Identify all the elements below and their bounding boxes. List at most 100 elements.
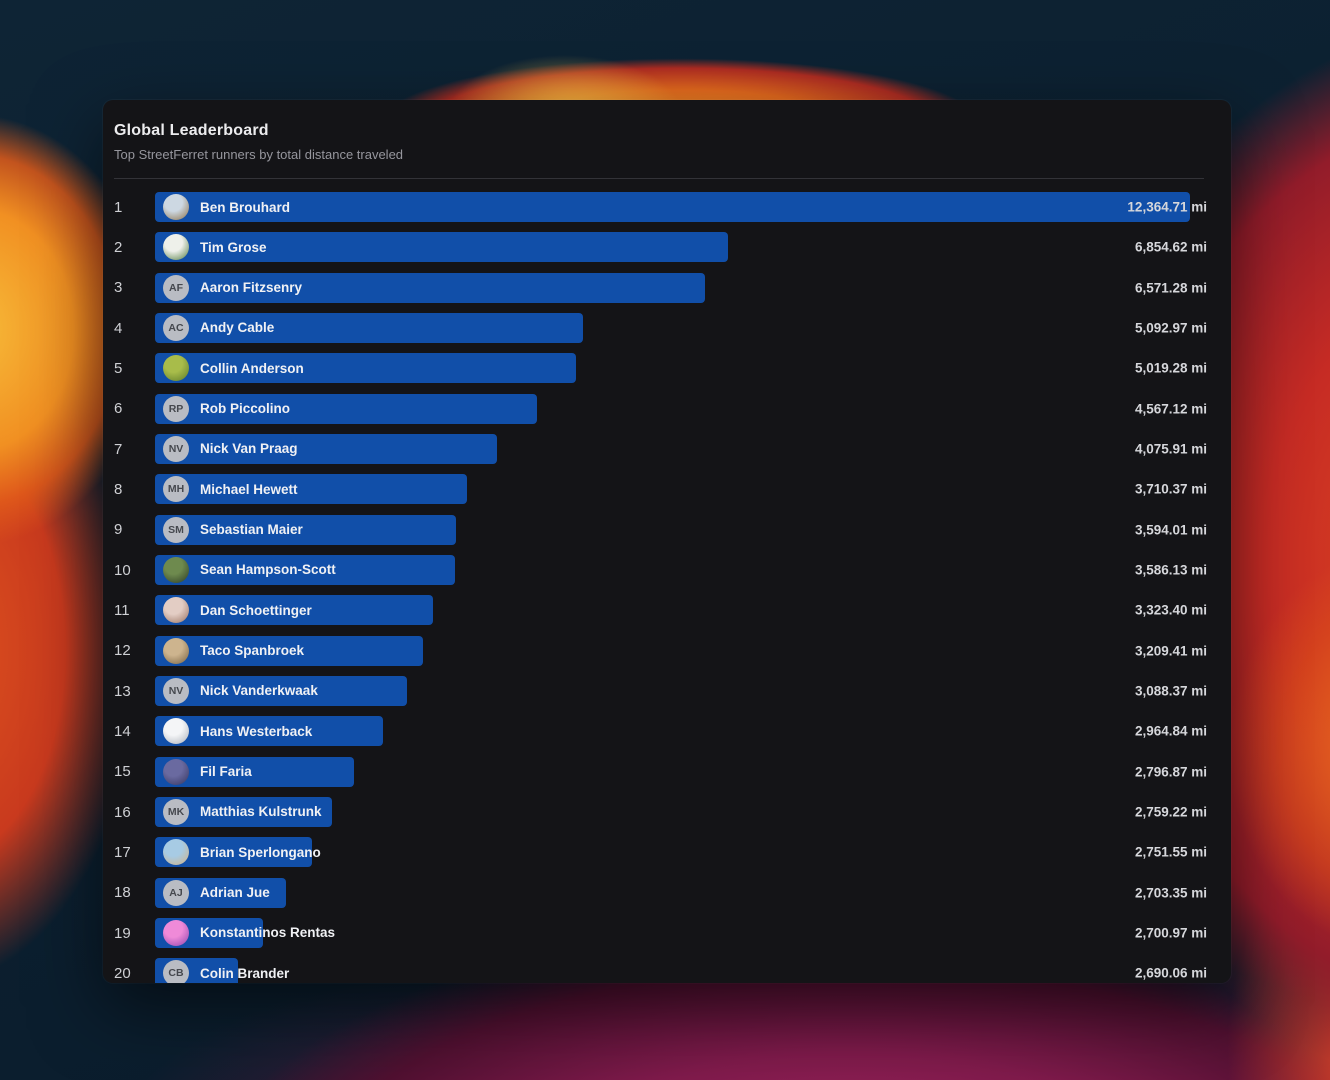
distance-bar[interactable]: Konstantinos Rentas	[155, 917, 335, 948]
distance-bar[interactable]: Brian Sperlongano	[155, 837, 321, 868]
runner-avatar-icon: NV	[163, 435, 189, 462]
rank-label: 17	[114, 843, 131, 861]
rank-label: 10	[114, 561, 131, 579]
rank-label: 19	[114, 924, 131, 942]
distance-bar[interactable]: RP Rob Piccolino	[155, 393, 537, 424]
rank-label: 20	[114, 964, 131, 982]
distance-bar[interactable]: MH Michael Hewett	[155, 474, 467, 505]
distance-bar[interactable]: SM Sebastian Maier	[155, 514, 456, 545]
runner-name: Aaron Fitzsenry	[200, 280, 303, 296]
runner-name: Nick Vanderkwaak	[200, 683, 318, 699]
distance-bar[interactable]: AF Aaron Fitzsenry	[155, 272, 705, 303]
rank-label: 15	[114, 763, 131, 781]
runner-avatar-icon: MK	[163, 798, 189, 825]
rank-label: 4	[114, 319, 123, 337]
distance-bar[interactable]: Fil Faria	[155, 756, 354, 787]
runner-avatar-icon	[163, 637, 189, 664]
distance-bar[interactable]: NV Nick Vanderkwaak	[155, 675, 407, 706]
leaderboard-list: 1 Ben Brouhard 12,364.71 mi 2 Tim Grose …	[103, 179, 1231, 983]
rank-label: 3	[114, 279, 123, 297]
rank-label: 5	[114, 359, 123, 377]
rank-label: 18	[114, 884, 131, 902]
distance-value: 5,019.28 mi	[1134, 360, 1207, 376]
distance-value: 12,364.71 mi	[1127, 199, 1207, 215]
runner-name: Matthias Kulstrunk	[200, 804, 322, 820]
runner-avatar-icon: NV	[163, 677, 189, 704]
distance-bar[interactable]: Hans Westerback	[155, 716, 383, 747]
runner-avatar-icon	[163, 718, 189, 745]
runner-name: Dan Schoettinger	[200, 602, 312, 618]
leaderboard-row: 7 NV Nick Van Praag 4,075.91 mi	[103, 429, 1231, 469]
runner-avatar-icon: CB	[163, 960, 189, 983]
runner-avatar-icon	[163, 194, 189, 220]
distance-value: 3,594.01 mi	[1134, 522, 1207, 538]
rank-label: 11	[114, 601, 130, 619]
distance-value: 2,690.06 mi	[1134, 965, 1207, 981]
runner-avatar-icon	[163, 597, 189, 624]
distance-bar[interactable]: AJ Adrian Jue	[155, 877, 286, 908]
distance-bar[interactable]: Taco Spanbroek	[155, 635, 423, 666]
distance-value: 2,796.87 mi	[1134, 764, 1207, 780]
leaderboard-row: 20 CB Colin Brander 2,690.06 mi	[103, 953, 1231, 983]
distance-value: 4,567.12 mi	[1134, 401, 1207, 417]
distance-value: 2,700.97 mi	[1134, 925, 1207, 941]
leaderboard-row: 9 SM Sebastian Maier 3,594.01 mi	[103, 510, 1231, 550]
runner-avatar-icon: SM	[163, 516, 189, 543]
distance-value: 2,703.35 mi	[1134, 885, 1207, 901]
runner-name: Andy Cable	[200, 320, 275, 336]
rank-label: 14	[114, 722, 131, 740]
distance-bar[interactable]: NV Nick Van Praag	[155, 433, 497, 464]
distance-bar[interactable]: Dan Schoettinger	[155, 595, 433, 626]
leaderboard-row: 2 Tim Grose 6,854.62 mi	[103, 227, 1231, 267]
leaderboard-row: 18 AJ Adrian Jue 2,703.35 mi	[103, 873, 1231, 913]
runner-name: Adrian Jue	[200, 885, 270, 901]
leaderboard-row: 13 NV Nick Vanderkwaak 3,088.37 mi	[103, 671, 1231, 711]
distance-bar[interactable]: CB Colin Brander	[155, 958, 289, 983]
leaderboard-row: 8 MH Michael Hewett 3,710.37 mi	[103, 469, 1231, 509]
leaderboard-row: 14 Hans Westerback 2,964.84 mi	[103, 711, 1231, 751]
leaderboard-row: 10 Sean Hampson-Scott 3,586.13 mi	[103, 550, 1231, 590]
page-subtitle: Top StreetFerret runners by total distan…	[114, 147, 404, 162]
runner-name: Nick Van Praag	[200, 441, 298, 457]
runner-name: Collin Anderson	[200, 360, 304, 376]
runner-name: Tim Grose	[200, 239, 267, 255]
distance-bar[interactable]: MK Matthias Kulstrunk	[155, 796, 332, 827]
distance-bar[interactable]: Sean Hampson-Scott	[155, 554, 455, 585]
distance-value: 2,751.55 mi	[1134, 844, 1207, 860]
runner-name: Rob Piccolino	[200, 401, 291, 417]
leaderboard-header: Global Leaderboard Top StreetFerret runn…	[103, 100, 1231, 179]
runner-avatar-icon: AF	[163, 274, 189, 301]
runner-avatar-icon	[163, 556, 189, 583]
runner-name: Fil Faria	[200, 764, 252, 780]
runner-avatar-icon	[163, 919, 189, 946]
distance-value: 4,075.91 mi	[1134, 441, 1207, 457]
leaderboard-row: 17 Brian Sperlongano 2,751.55 mi	[103, 832, 1231, 872]
runner-avatar-icon: AJ	[163, 879, 189, 906]
runner-avatar-icon	[163, 355, 189, 382]
rank-label: 16	[114, 803, 131, 821]
distance-value: 6,571.28 mi	[1134, 280, 1207, 296]
runner-name: Colin Brander	[200, 965, 290, 981]
runner-name: Hans Westerback	[200, 723, 313, 739]
rank-label: 8	[114, 480, 123, 498]
rank-label: 7	[114, 440, 123, 458]
distance-bar[interactable]: Ben Brouhard	[155, 192, 1190, 222]
distance-bar[interactable]: Collin Anderson	[155, 353, 576, 384]
rank-label: 12	[114, 642, 131, 660]
distance-bar[interactable]: Tim Grose	[155, 232, 728, 263]
distance-value: 3,586.13 mi	[1134, 562, 1207, 578]
runner-avatar-icon	[163, 234, 189, 261]
distance-bar[interactable]: AC Andy Cable	[155, 312, 583, 343]
leaderboard-row: 1 Ben Brouhard 12,364.71 mi	[103, 187, 1231, 227]
distance-value: 3,209.41 mi	[1134, 643, 1207, 659]
rank-label: 13	[114, 682, 131, 700]
distance-value: 6,854.62 mi	[1134, 239, 1207, 255]
leaderboard-row: 15 Fil Faria 2,796.87 mi	[103, 752, 1231, 792]
runner-name: Ben Brouhard	[200, 199, 291, 215]
leaderboard-row: 16 MK Matthias Kulstrunk 2,759.22 mi	[103, 792, 1231, 832]
leaderboard-row: 6 RP Rob Piccolino 4,567.12 mi	[103, 389, 1231, 429]
header-divider	[114, 178, 1204, 179]
distance-value: 3,710.37 mi	[1134, 481, 1207, 497]
leaderboard-window: Global Leaderboard Top StreetFerret runn…	[103, 100, 1231, 983]
